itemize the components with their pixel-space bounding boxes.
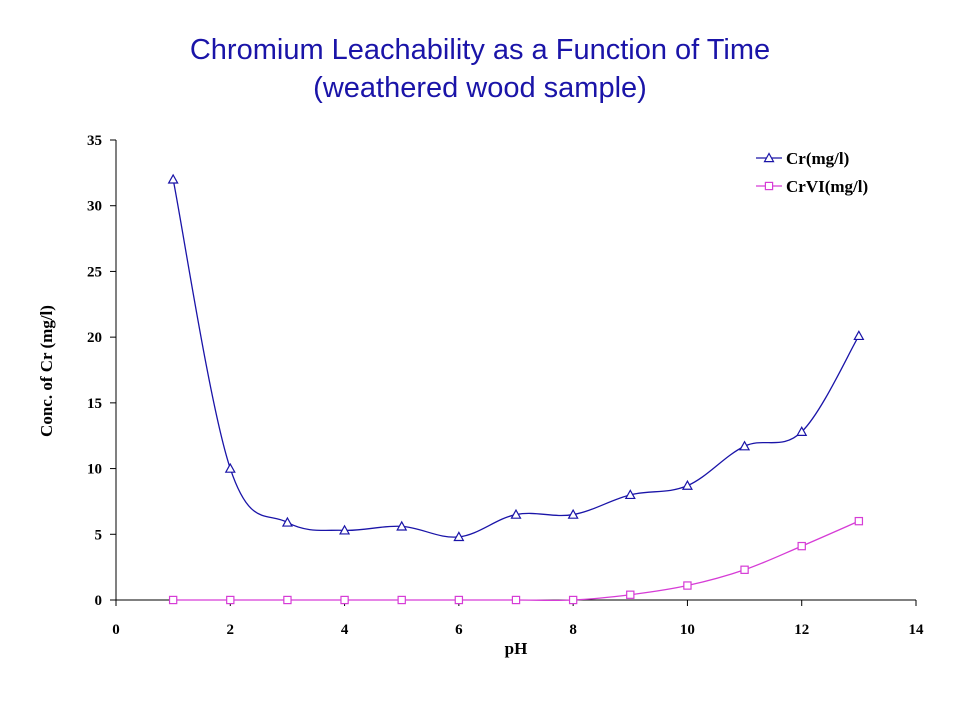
series-crvi (168, 516, 864, 605)
legend: Cr(mg/l) CrVI(mg/l) (756, 149, 868, 196)
chart-title-line-2: (weathered wood sample) (313, 72, 647, 104)
legend-marker (764, 181, 774, 191)
series-line (172, 179, 860, 538)
y-tick-label: 10 (87, 462, 102, 478)
data-point (339, 524, 351, 535)
data-point (853, 330, 865, 341)
data-point (681, 479, 693, 490)
legend-entry: CrVI(mg/l) (756, 177, 868, 196)
data-point (396, 520, 408, 531)
y-tick-label: 20 (87, 330, 102, 346)
x-tick-label: 4 (341, 622, 349, 638)
data-point (340, 595, 349, 605)
legend-label: CrVI(mg/l) (786, 177, 868, 196)
y-tick-label: 5 (95, 527, 103, 543)
data-point (224, 462, 236, 473)
x-tick-label: 14 (909, 622, 925, 638)
data-point (397, 595, 406, 605)
legend-label: Cr(mg/l) (786, 149, 849, 168)
y-tick-label: 35 (87, 133, 102, 149)
data-point (624, 489, 636, 500)
x-tick-label: 12 (794, 622, 809, 638)
x-tick-label: 6 (455, 622, 463, 638)
x-axis-title: pH (505, 639, 528, 658)
data-point (281, 516, 293, 527)
data-point (796, 426, 808, 436)
x-tick-label: 8 (569, 622, 577, 638)
y-tick-label: 15 (87, 396, 102, 412)
legend-entry: Cr(mg/l) (756, 149, 849, 168)
series-line (173, 520, 860, 602)
data-point (168, 595, 178, 605)
axes: 0 5 10 15 20 25 30 35 0 2 4 6 8 10 12 14 (87, 133, 924, 638)
data-point (797, 541, 806, 551)
x-tick-label: 10 (680, 622, 695, 638)
data-point (226, 595, 235, 605)
data-point (453, 531, 465, 542)
y-axis-title: Conc. of Cr (mg/l) (37, 305, 56, 437)
x-tick-label: 2 (227, 622, 235, 638)
data-point (510, 508, 522, 519)
data-point (740, 565, 749, 574)
y-tick-label: 30 (87, 199, 102, 215)
y-tick-label: 25 (87, 264, 102, 280)
data-point (626, 590, 635, 599)
data-point (854, 516, 864, 526)
series-cr (167, 173, 865, 542)
data-point (567, 508, 579, 519)
data-point (568, 595, 578, 605)
data-point (454, 595, 464, 605)
data-point (511, 595, 521, 605)
legend-marker (763, 152, 775, 163)
chart-title-line-1: Chromium Leachability as a Function of T… (189, 34, 771, 66)
x-tick-label: 0 (112, 622, 120, 638)
data-point (167, 173, 179, 184)
y-tick-label: 0 (95, 593, 103, 609)
data-point (283, 595, 292, 605)
data-point (739, 440, 751, 451)
data-point (683, 581, 692, 590)
series-layer (167, 173, 865, 605)
